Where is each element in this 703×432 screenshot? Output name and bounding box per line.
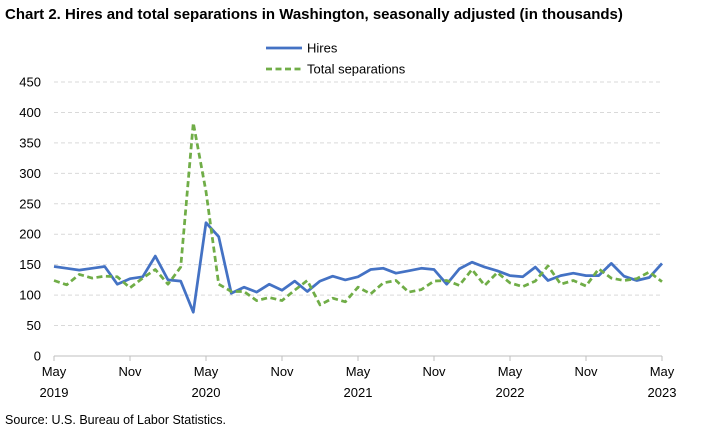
y-axis: 0 50 100 150 200 250 300 350 400 450 — [19, 75, 41, 364]
series-line-hires — [53, 221, 664, 314]
x-axis — [53, 355, 663, 361]
x-tick-month: Nov — [422, 364, 446, 379]
y-tick-label: 100 — [19, 288, 41, 303]
series-lines — [53, 121, 664, 314]
y-tick-label: 150 — [19, 257, 41, 272]
x-tick-year: 2023 — [648, 385, 677, 400]
x-tick-year: 2019 — [40, 385, 69, 400]
legend-label: Total separations — [307, 62, 406, 77]
legend: Hires Total separations — [266, 41, 406, 77]
x-tick-year: 2020 — [192, 385, 221, 400]
x-tick-month: May — [650, 364, 675, 379]
x-tick-month: Nov — [118, 364, 142, 379]
x-tick-year: 2022 — [496, 385, 525, 400]
x-tick-year: 2021 — [344, 385, 373, 400]
y-tick-label: 300 — [19, 166, 41, 181]
gridlines — [54, 81, 662, 327]
y-tick-label: 400 — [19, 105, 41, 120]
x-tick-month: May — [42, 364, 67, 379]
legend-label: Hires — [307, 41, 338, 56]
y-tick-label: 350 — [19, 135, 41, 150]
y-tick-label: 200 — [19, 227, 41, 242]
x-tick-month: Nov — [574, 364, 598, 379]
x-tick-month: May — [194, 364, 219, 379]
y-tick-label: 50 — [27, 318, 41, 333]
y-tick-label: 450 — [19, 75, 41, 90]
x-tick-month: May — [498, 364, 523, 379]
y-tick-label: 0 — [34, 349, 41, 364]
series-line-total-separations — [53, 121, 663, 307]
chart-title: Chart 2. Hires and total separations in … — [5, 6, 623, 23]
x-tick-month: May — [346, 364, 371, 379]
x-tick-labels: May 2019 Nov May 2020 Nov May 2021 Nov May 2022 Nov… — [40, 364, 677, 400]
x-tick-month: Nov — [270, 364, 294, 379]
source-note: Source: U.S. Bureau of Labor Statistics. — [5, 413, 226, 427]
y-tick-label: 250 — [19, 196, 41, 211]
